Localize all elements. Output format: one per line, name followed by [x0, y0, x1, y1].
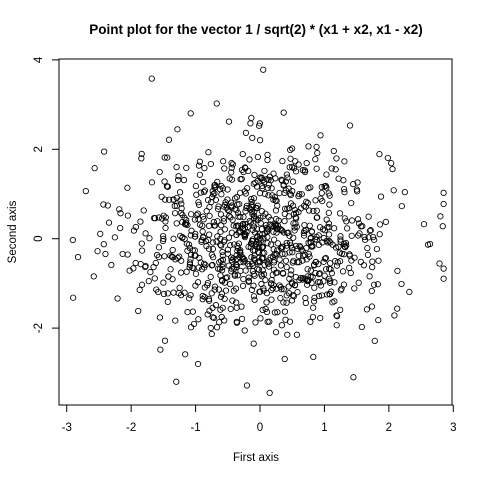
x-tick-label: -1	[190, 422, 200, 434]
x-axis-label: First axis	[233, 452, 279, 464]
x-tick-label: 1	[321, 422, 327, 434]
x-tick-label: 2	[386, 422, 392, 434]
x-tick-label: -2	[126, 422, 136, 434]
y-tick-label: 4	[33, 56, 45, 63]
y-tick-label: 0	[33, 236, 45, 242]
x-tick-label: 3	[450, 422, 456, 434]
chart-title: Point plot for the vector 1 / sqrt(2) * …	[89, 22, 422, 37]
y-axis-label: Second axis	[7, 200, 19, 263]
x-tick-label: -3	[62, 422, 72, 434]
y-tick-label: 2	[33, 146, 45, 152]
x-tick-label: 0	[257, 422, 263, 434]
y-tick-label: -2	[33, 323, 45, 333]
